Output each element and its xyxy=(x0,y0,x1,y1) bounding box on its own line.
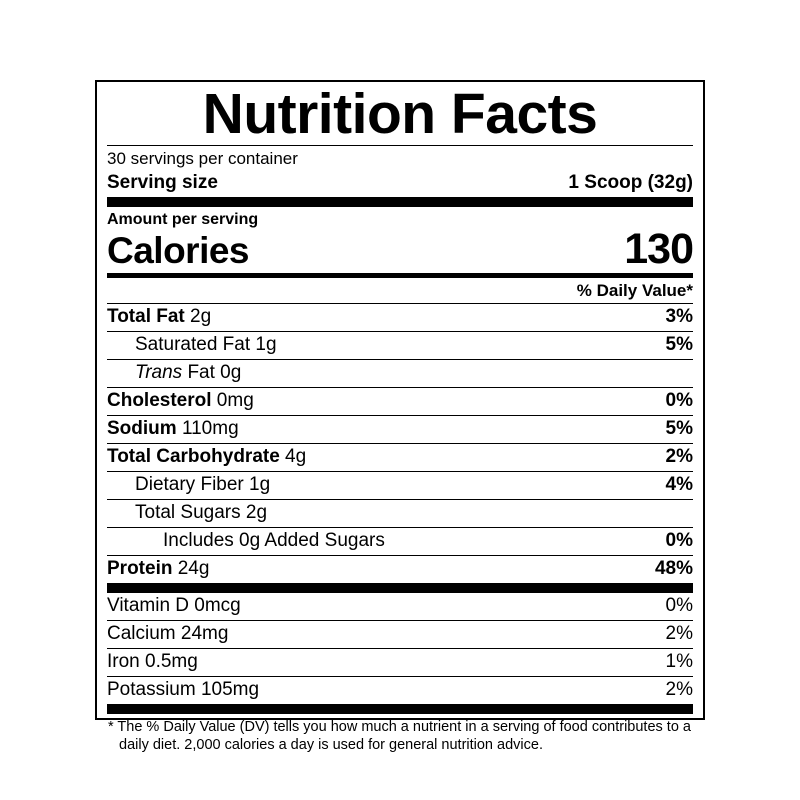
nutrient-daily-value: 5% xyxy=(665,418,693,439)
nutrient-row: Total Carbohydrate 4g 2% xyxy=(107,444,693,471)
nutrient-daily-value: 5% xyxy=(665,334,693,355)
nutrient-label: Protein xyxy=(107,558,173,579)
nutrient-amount: 110mg xyxy=(176,418,239,439)
divider-under-title xyxy=(107,145,693,146)
divider-between-nutrients xyxy=(107,331,693,332)
serving-size-row: Serving size 1 Scoop (32g) xyxy=(107,170,693,197)
daily-value-header: % Daily Value* xyxy=(576,281,693,300)
nutrient-amount: 0g Added Sugars xyxy=(233,530,385,551)
divider-between-nutrients xyxy=(107,499,693,500)
nutrient-amount: 0mg xyxy=(211,390,254,411)
divider-between-nutrients xyxy=(107,443,693,444)
divider-thick-after-serving xyxy=(107,197,693,207)
micronutrient-daily-value: 1% xyxy=(665,651,693,672)
micronutrient-row: Iron 0.5mg 1% xyxy=(107,649,693,676)
servings-per-container: 30 servings per container xyxy=(107,149,298,168)
nutrient-daily-value: 0% xyxy=(665,390,693,411)
nutrient-daily-value: 4% xyxy=(665,474,693,495)
nutrient-label: Total Fat xyxy=(107,306,185,327)
micronutrient-list: Vitamin D 0mcg 0% Calcium 24mg 2% Iron 0.5mg… xyxy=(107,593,693,704)
divider-between-micronutrients xyxy=(107,648,693,649)
nutrient-name: Trans Fat 0g xyxy=(135,361,241,385)
divider-thick-before-footnote xyxy=(107,704,693,714)
nutrient-name: Sodium 110mg xyxy=(107,417,239,441)
nutrient-label: Saturated Fat xyxy=(135,334,251,355)
nutrient-amount: 2g xyxy=(240,502,268,523)
nutrient-row: Total Sugars 2g xyxy=(107,500,693,527)
serving-size-value: 1 Scoop (32g) xyxy=(568,172,693,193)
micronutrient-row: Potassium 105mg 2% xyxy=(107,677,693,704)
nutrient-name: Includes 0g Added Sugars xyxy=(163,529,385,553)
nutrient-row: Protein 24g 48% xyxy=(107,556,693,583)
nutrient-label: Total Sugars xyxy=(135,502,241,523)
calories-row: Calories 130 xyxy=(107,225,694,273)
divider-between-nutrients xyxy=(107,359,693,360)
nutrient-daily-value: 2% xyxy=(665,446,693,467)
nutrient-name: Total Fat 2g xyxy=(107,305,211,329)
nutrient-list: Total Fat 2g 3% Saturated Fat 1g 5% Trans Fa… xyxy=(107,304,693,583)
nutrient-name: Cholesterol 0mg xyxy=(107,389,254,413)
divider-between-micronutrients xyxy=(107,620,693,621)
calories-label: Calories xyxy=(107,230,250,271)
nutrition-facts-panel: Nutrition Facts 30 servings per containe… xyxy=(95,80,705,753)
nutrient-amount: 4g xyxy=(279,446,307,467)
nutrient-name: Total Sugars 2g xyxy=(135,501,267,525)
divider-between-nutrients xyxy=(107,527,693,528)
nutrient-label: Trans xyxy=(135,362,183,383)
nutrient-name: Protein 24g xyxy=(107,557,209,581)
nutrient-row: Dietary Fiber 1g 4% xyxy=(107,472,693,499)
nutrient-amount: Fat 0g xyxy=(182,362,242,383)
nutrient-daily-value: 3% xyxy=(665,306,693,327)
micronutrient-daily-value: 2% xyxy=(665,623,693,644)
micronutrient-name: Vitamin D 0mcg xyxy=(107,595,241,616)
nutrient-row: Sodium 110mg 5% xyxy=(107,416,693,443)
nutrient-label: Cholesterol xyxy=(107,390,212,411)
micronutrient-daily-value: 2% xyxy=(665,679,693,700)
micronutrient-name: Iron 0.5mg xyxy=(107,651,198,672)
divider-med-after-calories xyxy=(107,273,693,278)
nutrient-amount: 2g xyxy=(184,306,212,327)
page-title: Nutrition Facts xyxy=(202,82,598,146)
nutrient-label: Total Carbohydrate xyxy=(107,446,280,467)
micronutrient-row: Calcium 24mg 2% xyxy=(107,621,693,648)
nutrient-row: Trans Fat 0g xyxy=(107,360,693,387)
nutrient-row: Total Fat 2g 3% xyxy=(107,304,693,331)
nutrient-label: Dietary Fiber xyxy=(135,474,244,495)
nutrient-amount: 24g xyxy=(172,558,210,579)
divider-thick-after-protein xyxy=(107,583,693,593)
micronutrient-daily-value: 0% xyxy=(665,595,693,616)
serving-size-label: Serving size xyxy=(107,172,218,193)
nutrient-row: Saturated Fat 1g 5% xyxy=(107,332,693,359)
micronutrient-name: Potassium 105mg xyxy=(107,679,260,700)
nutrient-daily-value: 48% xyxy=(654,558,693,579)
nutrient-row: Includes 0g Added Sugars 0% xyxy=(107,528,693,555)
micronutrient-name: Calcium 24mg xyxy=(107,623,229,644)
nutrient-name: Total Carbohydrate 4g xyxy=(107,445,306,469)
divider-between-nutrients xyxy=(107,471,693,472)
divider-under-dv-header xyxy=(107,303,693,304)
nutrient-label: Sodium xyxy=(107,418,177,439)
divider-between-micronutrients xyxy=(107,676,693,677)
nutrient-daily-value: 0% xyxy=(665,530,693,551)
divider-between-nutrients xyxy=(107,555,693,556)
daily-value-footnote: * The % Daily Value (DV) tells you how m… xyxy=(108,719,691,753)
nutrient-name: Saturated Fat 1g xyxy=(135,333,277,357)
divider-between-nutrients xyxy=(107,387,693,388)
amount-per-serving-label: Amount per serving xyxy=(107,211,259,228)
calories-value: 130 xyxy=(624,225,694,273)
nutrient-label: Includes xyxy=(163,530,234,551)
nutrient-name: Dietary Fiber 1g xyxy=(135,473,270,497)
nutrient-row: Cholesterol 0mg 0% xyxy=(107,388,693,415)
micronutrient-row: Vitamin D 0mcg 0% xyxy=(107,593,693,620)
nutrient-amount: 1g xyxy=(250,334,277,355)
divider-between-nutrients xyxy=(107,415,693,416)
nutrient-amount: 1g xyxy=(243,474,271,495)
